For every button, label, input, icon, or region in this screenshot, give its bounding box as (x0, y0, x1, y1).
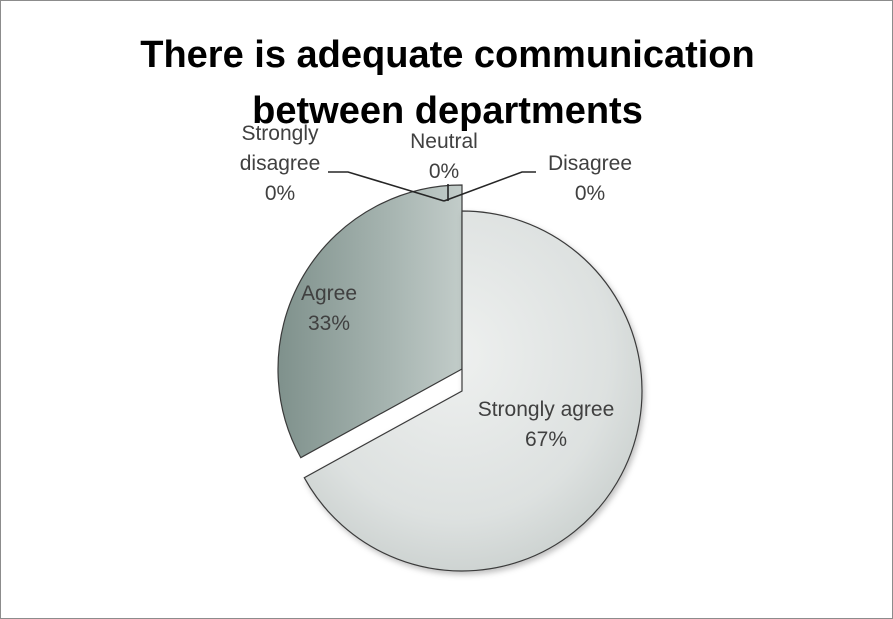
slice-strongly-agree (303, 210, 643, 572)
label-strongly-disagree: Strongly disagree 0% (240, 122, 321, 205)
label-agree-line-2: 33% (308, 312, 350, 335)
chart-title-line-2: between departments (252, 90, 643, 132)
leader-line-strongly-disagree (328, 171, 445, 202)
label-strongly-agree-line-1: Strongly agree (478, 398, 615, 421)
label-neutral-line-2: 0% (429, 160, 459, 183)
chart-title: There is adequate communication between … (1, 27, 893, 139)
label-strongly-agree-line-2: 67% (525, 428, 567, 451)
label-neutral: Neutral 0% (410, 130, 478, 183)
label-agree-line-1: Agree (301, 282, 357, 305)
label-strongly-disagree-line-3: 0% (265, 182, 295, 205)
label-disagree-line-2: 0% (575, 182, 605, 205)
label-disagree-line-1: Disagree (548, 152, 632, 175)
label-strongly-disagree-line-1: Strongly (241, 122, 319, 145)
leader-line-disagree (443, 171, 536, 202)
data-labels: Strongly agree 67%Agree 33%Neutral 0% Disagr… (240, 122, 632, 451)
label-strongly-disagree-line-2: disagree (240, 152, 321, 175)
leader-lines (328, 171, 536, 202)
label-disagree: Disagree 0% (548, 152, 632, 205)
chart-title-line-1: There is adequate communication (140, 34, 755, 76)
label-strongly-agree: Strongly agree 67% (478, 398, 615, 451)
label-agree: Agree 33% (301, 282, 357, 335)
pie-slices (277, 184, 643, 572)
label-neutral-line-1: Neutral (410, 130, 478, 153)
